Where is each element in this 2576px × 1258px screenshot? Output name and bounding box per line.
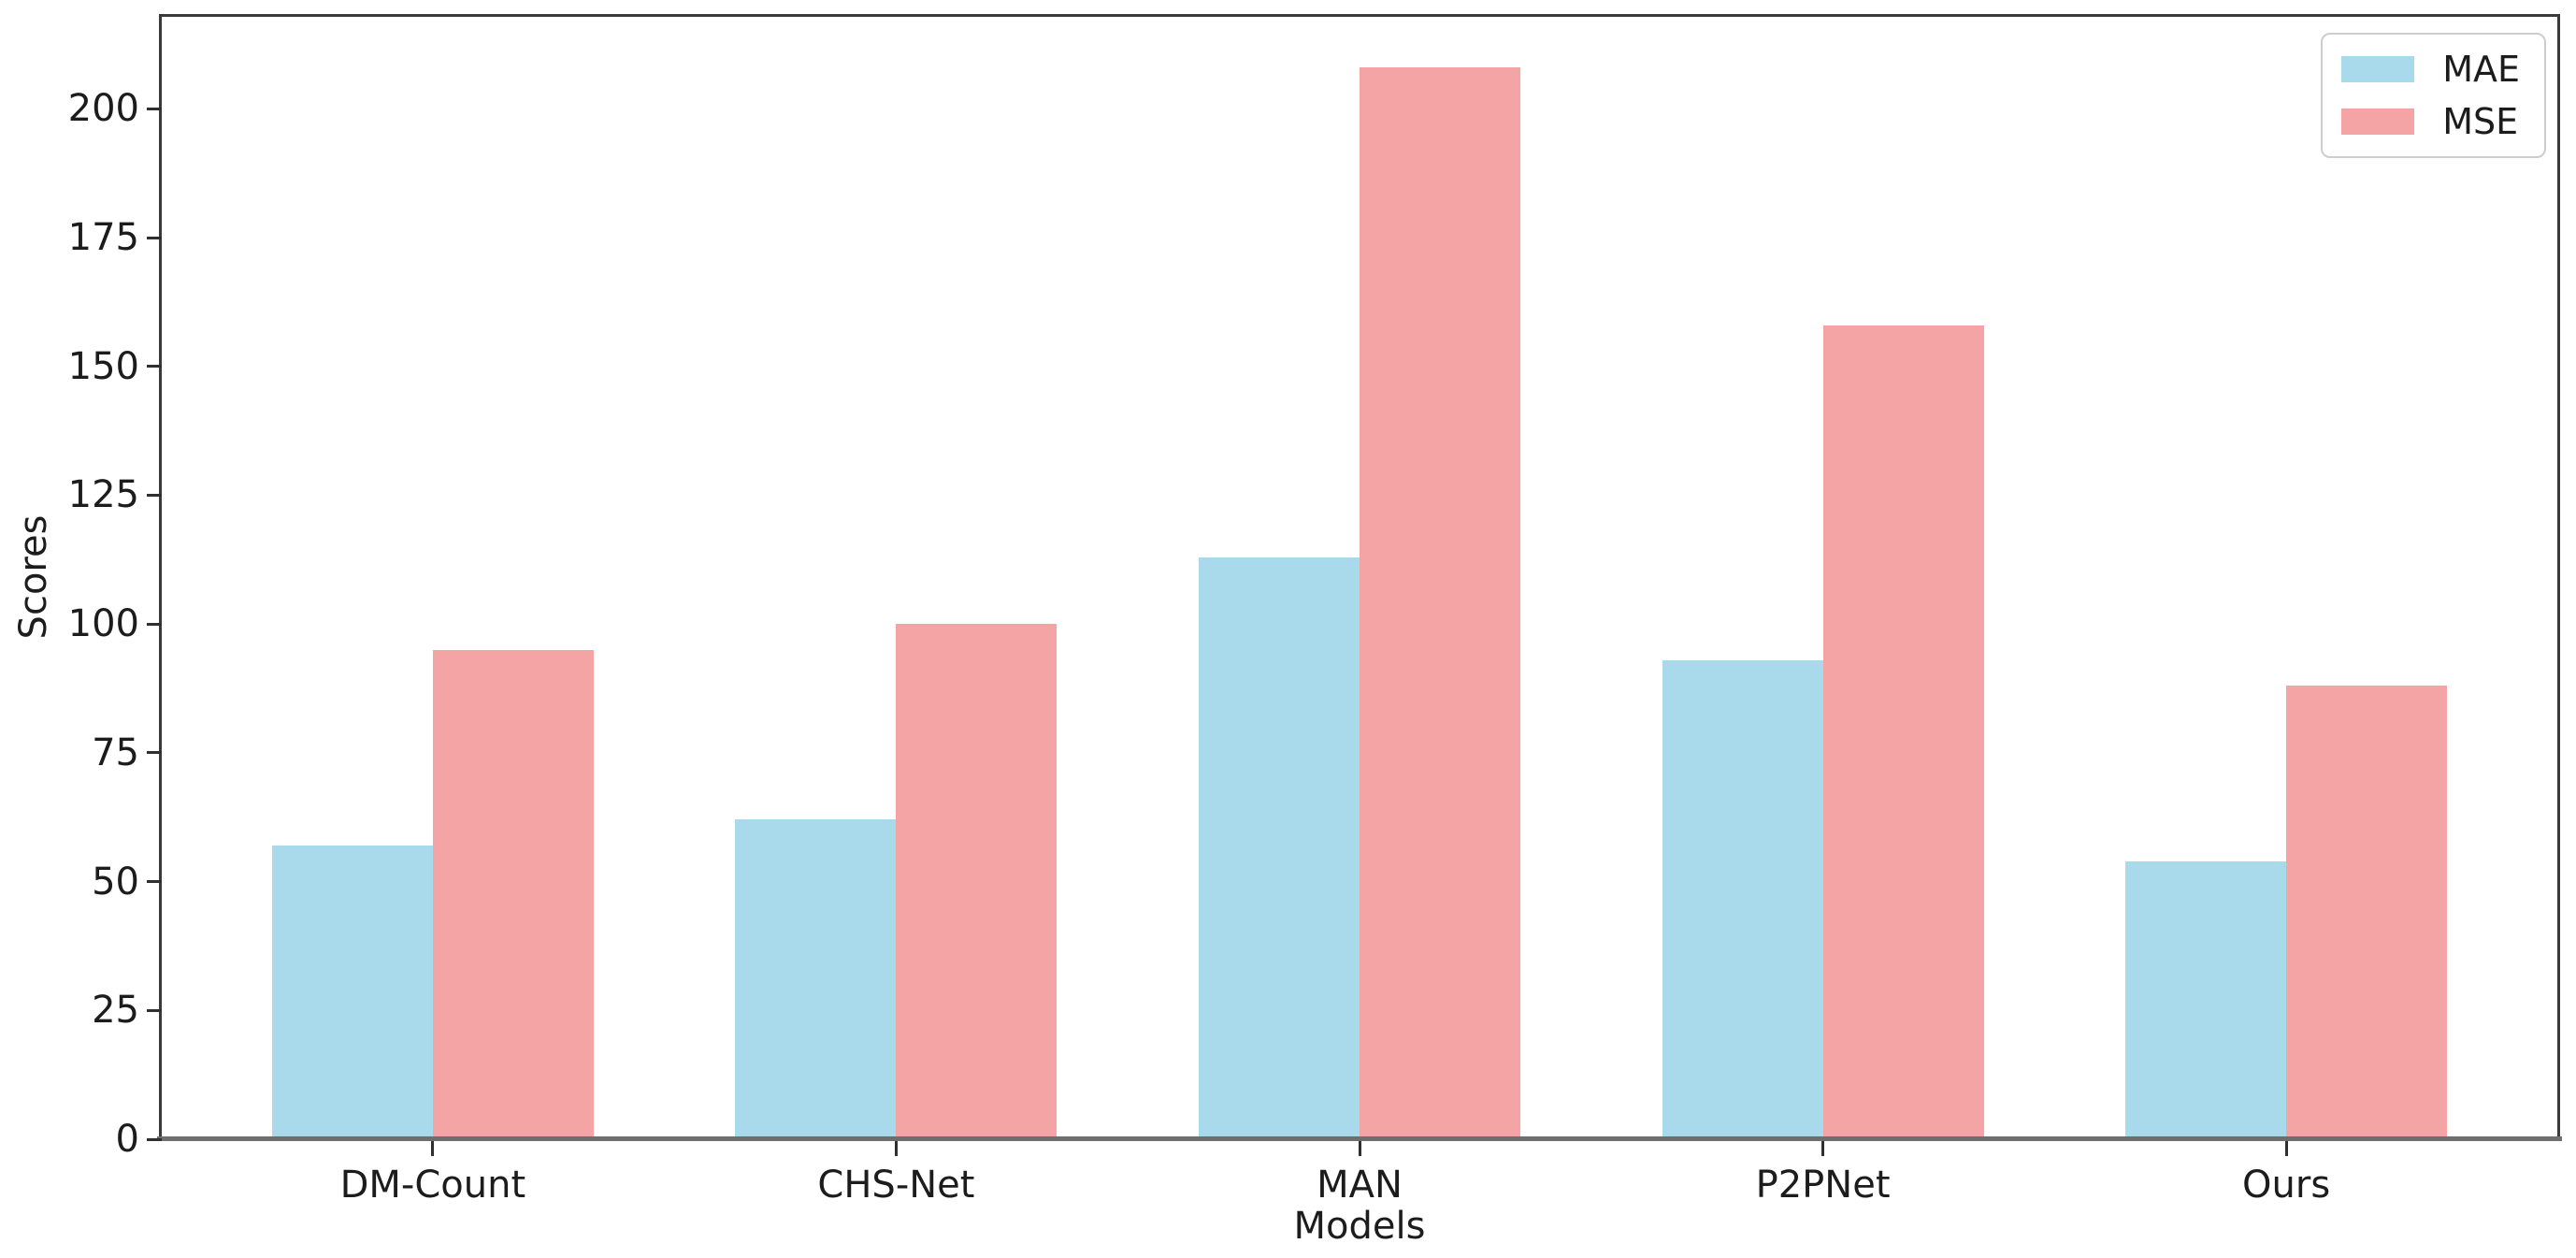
y-tick-label: 200 (67, 87, 139, 131)
legend-label-mae: MAE (2442, 49, 2520, 90)
x-tick-mark (2284, 1141, 2288, 1156)
y-tick-label: 125 (67, 473, 139, 517)
x-tick-mark (1821, 1141, 1825, 1156)
bar-mse-dm-count (432, 649, 594, 1139)
x-tick-label-dm-count: DM-Count (339, 1164, 526, 1207)
bar-mae-dm-count (271, 846, 433, 1139)
x-tick-label-ours: Ours (2242, 1164, 2331, 1207)
bar-mae-ours (2125, 860, 2287, 1139)
y-tick-label: 175 (67, 216, 139, 260)
x-axis-title: Models (1293, 1205, 1426, 1248)
legend-label-mse: MSE (2442, 101, 2519, 142)
bar-mae-man (1199, 557, 1360, 1139)
y-tick-label: 75 (92, 730, 139, 774)
y-tick-mark (147, 880, 162, 884)
bar-mse-chs-net (896, 624, 1058, 1139)
y-tick-label: 50 (92, 860, 139, 904)
legend-swatch-mae (2341, 56, 2415, 82)
y-tick-mark (147, 236, 162, 239)
bar-mse-man (1360, 67, 1520, 1139)
spine-right (2557, 14, 2560, 1141)
y-tick-mark (147, 365, 162, 369)
x-tick-label-man: MAN (1317, 1164, 1403, 1207)
spine-bottom (157, 1136, 2562, 1141)
bar-mse-ours (2286, 686, 2448, 1139)
legend-swatch-mse (2341, 108, 2415, 135)
y-tick-mark (147, 622, 162, 626)
y-tick-label: 0 (115, 1118, 139, 1161)
y-tick-mark (147, 1137, 162, 1141)
x-tick-mark (894, 1141, 898, 1156)
spine-left (159, 14, 162, 1141)
y-tick-label: 150 (67, 344, 139, 388)
y-tick-label: 100 (67, 602, 139, 646)
bar-mae-p2pnet (1662, 659, 1823, 1139)
x-tick-mark (431, 1141, 435, 1156)
spine-top (159, 14, 2560, 17)
y-tick-mark (147, 751, 162, 755)
legend-row-mse: MSE (2341, 104, 2520, 139)
y-axis-title: Scores (12, 514, 55, 640)
x-tick-mark (1358, 1141, 1361, 1156)
y-tick-label: 25 (92, 989, 139, 1033)
y-tick-mark (147, 107, 162, 110)
x-tick-label-chs-net: CHS-Net (817, 1164, 975, 1207)
y-tick-mark (147, 493, 162, 497)
bar-mae-chs-net (735, 819, 897, 1139)
legend-row-mae: MAE (2341, 51, 2520, 87)
y-tick-mark (147, 1008, 162, 1012)
x-tick-label-p2pnet: P2PNet (1755, 1164, 1891, 1207)
bar-mse-p2pnet (1822, 325, 1984, 1139)
legend: MAE MSE (2321, 33, 2546, 158)
